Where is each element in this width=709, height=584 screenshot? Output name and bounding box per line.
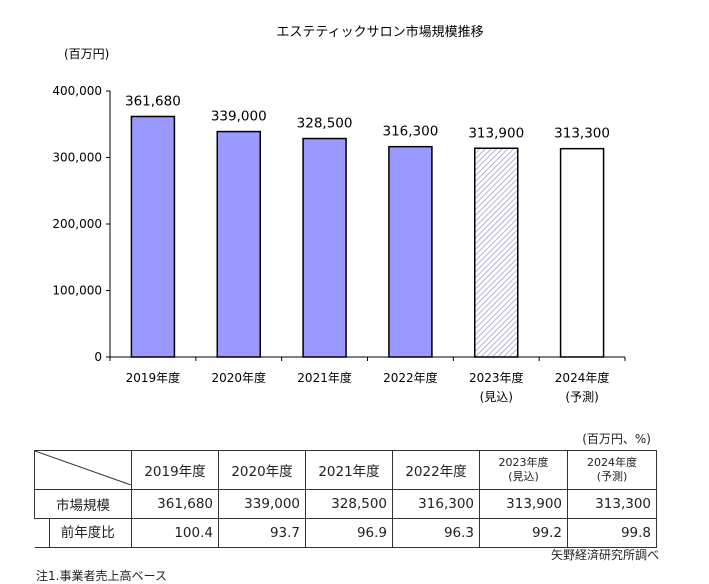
header-2024-note: (予測) <box>596 470 628 483</box>
y-tick-label: 400,000 <box>52 84 102 98</box>
table-header-row: 2019年度 2020年度 2021年度 2022年度 2023年度 (見込) 2… <box>34 450 657 490</box>
x-tick-label: 2019年度 <box>126 370 181 385</box>
bar-2024年度 <box>559 147 605 358</box>
table-row-yoy: 前年度比 100.4 93.7 96.9 96.3 99.2 99.8 <box>34 518 657 548</box>
row-label: 市場規模 <box>34 489 132 519</box>
cell: 316,300 <box>392 489 480 519</box>
source: 矢野経済研究所調べ <box>550 548 659 562</box>
cell: 99.8 <box>567 518 657 548</box>
header-2024: 2024年度 (予測) <box>567 450 657 490</box>
bar-2021年度 <box>302 137 347 358</box>
x-tick-label: 2021年度 <box>297 370 352 385</box>
table-unit: (百万円、%) <box>582 432 651 446</box>
cell: 339,000 <box>218 489 306 519</box>
data-table: 2019年度 2020年度 2021年度 2022年度 2023年度 (見込) 2… <box>34 450 657 548</box>
x-tick-sublabel: (見込) <box>480 390 513 404</box>
x-tick-label: 2023年度 <box>469 370 524 385</box>
header-2022: 2022年度 <box>392 450 480 490</box>
cell: 328,500 <box>305 489 393 519</box>
chart-title: エステティックサロン市場規模推移 <box>276 24 483 40</box>
cell: 100.4 <box>131 518 219 548</box>
data-label: 313,300 <box>554 126 610 142</box>
cell: 96.3 <box>392 518 480 548</box>
cell: 313,900 <box>479 489 568 519</box>
bar-2022年度 <box>388 145 433 358</box>
cell: 361,680 <box>131 489 219 519</box>
data-label: 328,500 <box>297 116 353 132</box>
header-2021: 2021年度 <box>305 450 393 490</box>
y-axis-label: (百万円) <box>64 47 109 61</box>
data-label: 361,680 <box>125 93 181 109</box>
cell: 313,300 <box>567 489 657 519</box>
header-2024-year: 2024年度 <box>587 456 637 469</box>
cell: 99.2 <box>479 518 568 548</box>
x-tick-sublabel: (予測) <box>565 390 598 404</box>
table-row-market-size: 市場規模 361,680 339,000 328,500 316,300 313… <box>34 489 657 519</box>
x-tick-label: 2020年度 <box>211 370 266 385</box>
bar-2020年度 <box>216 130 261 358</box>
y-tick-label: 0 <box>94 350 102 364</box>
corner-cell <box>34 450 132 490</box>
x-tick-label: 2022年度 <box>383 370 438 385</box>
row-label-text: 前年度比 <box>48 519 127 547</box>
header-2023: 2023年度 (見込) <box>479 450 568 490</box>
row-label: 前年度比 <box>34 518 132 548</box>
y-tick-label: 200,000 <box>52 217 102 231</box>
header-2023-year: 2023年度 <box>498 456 549 469</box>
header-2023-note: (見込) <box>508 470 539 483</box>
header-2019: 2019年度 <box>131 450 219 490</box>
cell: 93.7 <box>218 518 306 548</box>
data-label: 339,000 <box>211 109 267 125</box>
y-tick-label: 300,000 <box>52 151 102 165</box>
data-label: 313,900 <box>468 125 524 141</box>
bar-2019年度 <box>130 115 176 358</box>
x-tick-label: 2024年度 <box>555 370 610 385</box>
header-2020: 2020年度 <box>218 450 306 490</box>
y-tick-label: 100,000 <box>52 284 102 298</box>
bar-chart: エステティックサロン市場規模推移 (百万円) 0 100,000 200,000 300,… <box>52 24 626 404</box>
cell: 96.9 <box>305 518 393 548</box>
data-label: 316,300 <box>383 124 439 140</box>
bar-2023年度 <box>474 147 519 358</box>
